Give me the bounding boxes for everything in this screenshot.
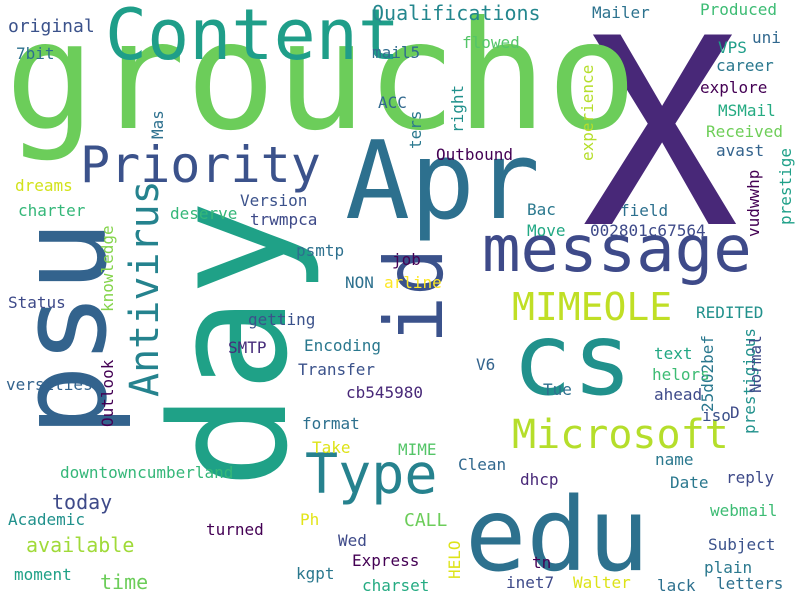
cloud-word: text bbox=[654, 344, 693, 363]
cloud-word: message bbox=[482, 213, 752, 287]
cloud-word: versities bbox=[6, 375, 93, 394]
cloud-word: kgpt bbox=[296, 564, 335, 583]
cloud-word: deserve bbox=[170, 204, 238, 223]
cloud-word: charter bbox=[18, 201, 86, 220]
cloud-word: iso bbox=[702, 406, 731, 425]
cloud-word: avast bbox=[716, 141, 765, 160]
cloud-word: format bbox=[302, 414, 360, 433]
cloud-word: Walter bbox=[573, 573, 631, 592]
cloud-word: cb545980 bbox=[346, 383, 424, 402]
cloud-word: Outlook bbox=[98, 359, 117, 427]
cloud-word: 002801c67564 bbox=[590, 221, 706, 240]
cloud-word: Clean bbox=[458, 455, 507, 474]
cloud-word: charset bbox=[362, 576, 430, 595]
cloud-word: Normal bbox=[746, 335, 765, 393]
cloud-word: Type bbox=[305, 442, 438, 506]
cloud-word: Academic bbox=[8, 510, 86, 529]
cloud-word: VPS bbox=[718, 38, 747, 57]
cloud-word: Move bbox=[527, 221, 566, 240]
cloud-word: tn bbox=[532, 553, 552, 572]
cloud-word: X bbox=[582, 0, 739, 286]
cloud-word: right bbox=[448, 84, 467, 133]
cloud-word: Received bbox=[706, 122, 784, 141]
cloud-word: D bbox=[730, 403, 740, 422]
cloud-word: today bbox=[52, 490, 113, 514]
cloud-word: psmtp bbox=[296, 241, 345, 260]
cloud-word: Microsoft bbox=[512, 412, 729, 458]
cloud-word: field bbox=[620, 201, 669, 220]
cloud-word: reply bbox=[726, 468, 775, 487]
cloud-word: Subject bbox=[708, 535, 776, 554]
cloud-word: MIMEOLE bbox=[512, 285, 673, 329]
cloud-word: NON bbox=[345, 273, 374, 292]
cloud-word: dhcp bbox=[520, 470, 559, 489]
cloud-word: prestige bbox=[776, 147, 795, 225]
cloud-word: turned bbox=[206, 520, 264, 539]
cloud-word: flowed bbox=[462, 33, 520, 52]
cloud-word: time bbox=[100, 570, 149, 594]
cloud-word: ACC bbox=[378, 93, 407, 112]
cloud-word: Tue bbox=[543, 380, 572, 399]
cloud-word: CALL bbox=[404, 510, 448, 531]
cloud-word: webmail bbox=[710, 501, 778, 520]
cloud-word: name bbox=[655, 450, 694, 469]
cloud-word: letters bbox=[716, 574, 784, 593]
cloud-word: Encoding bbox=[304, 336, 382, 355]
cloud-word: ahead bbox=[654, 385, 703, 404]
cloud-word: Qualifications bbox=[372, 1, 541, 25]
cloud-word: uni bbox=[752, 28, 781, 47]
cloud-word: vudwwhp bbox=[744, 169, 763, 237]
cloud-word: mail5 bbox=[372, 43, 421, 62]
cloud-word: trwmpca bbox=[250, 210, 318, 229]
cloud-word: Antivirus bbox=[122, 180, 168, 397]
cloud-word: Date bbox=[670, 473, 709, 492]
cloud-word: Produced bbox=[700, 0, 778, 19]
cloud-word: experience bbox=[578, 64, 597, 161]
cloud-word: moment bbox=[14, 565, 72, 584]
cloud-word: Version bbox=[240, 191, 308, 210]
cloud-word: Content bbox=[105, 0, 401, 76]
cloud-word: lack bbox=[657, 576, 696, 595]
cloud-word: Priority bbox=[80, 136, 321, 194]
cloud-word: getting bbox=[248, 310, 316, 329]
cloud-word: SMTP bbox=[228, 338, 267, 357]
cloud-word: Wed bbox=[338, 531, 367, 550]
cloud-word: downtowncumberland bbox=[60, 463, 234, 482]
cloud-word: Apr bbox=[345, 119, 541, 244]
cloud-word: explore bbox=[700, 78, 768, 97]
cloud-word: Mailer bbox=[592, 3, 650, 22]
cloud-word: available bbox=[26, 533, 135, 557]
cloud-word: MSMail bbox=[718, 101, 776, 120]
cloud-word: edu bbox=[465, 476, 650, 595]
cloud-word: MIME bbox=[398, 440, 437, 459]
cloud-word: helors bbox=[652, 365, 710, 384]
cloud-word: original bbox=[8, 16, 95, 37]
cloud-word: 7bit bbox=[16, 44, 55, 63]
cloud-word: plain bbox=[704, 558, 753, 577]
cloud-word: knowledge bbox=[98, 225, 117, 312]
cloud-word: career bbox=[716, 56, 774, 75]
cloud-word: Transfer bbox=[298, 360, 376, 379]
cloud-word: Bac bbox=[527, 200, 556, 219]
cloud-word: dreams bbox=[15, 176, 73, 195]
cloud-word: job bbox=[392, 250, 421, 269]
cloud-word: Status bbox=[8, 293, 66, 312]
cloud-word: arline bbox=[384, 273, 442, 292]
cloud-word: groucho bbox=[5, 0, 638, 164]
cloud-word: Ph bbox=[300, 510, 320, 529]
cloud-word: REDITED bbox=[696, 303, 764, 322]
cloud-word: V6 bbox=[476, 355, 496, 374]
cloud-word: cs bbox=[512, 301, 633, 418]
cloud-word: Mas bbox=[148, 110, 167, 139]
cloud-word: Take bbox=[312, 438, 351, 457]
cloud-word: HELO bbox=[445, 540, 464, 579]
cloud-word: ters bbox=[406, 110, 425, 149]
cloud-word: Outbound bbox=[436, 145, 514, 164]
cloud-word: inet7 bbox=[506, 573, 555, 592]
cloud-word: Express bbox=[352, 551, 420, 570]
